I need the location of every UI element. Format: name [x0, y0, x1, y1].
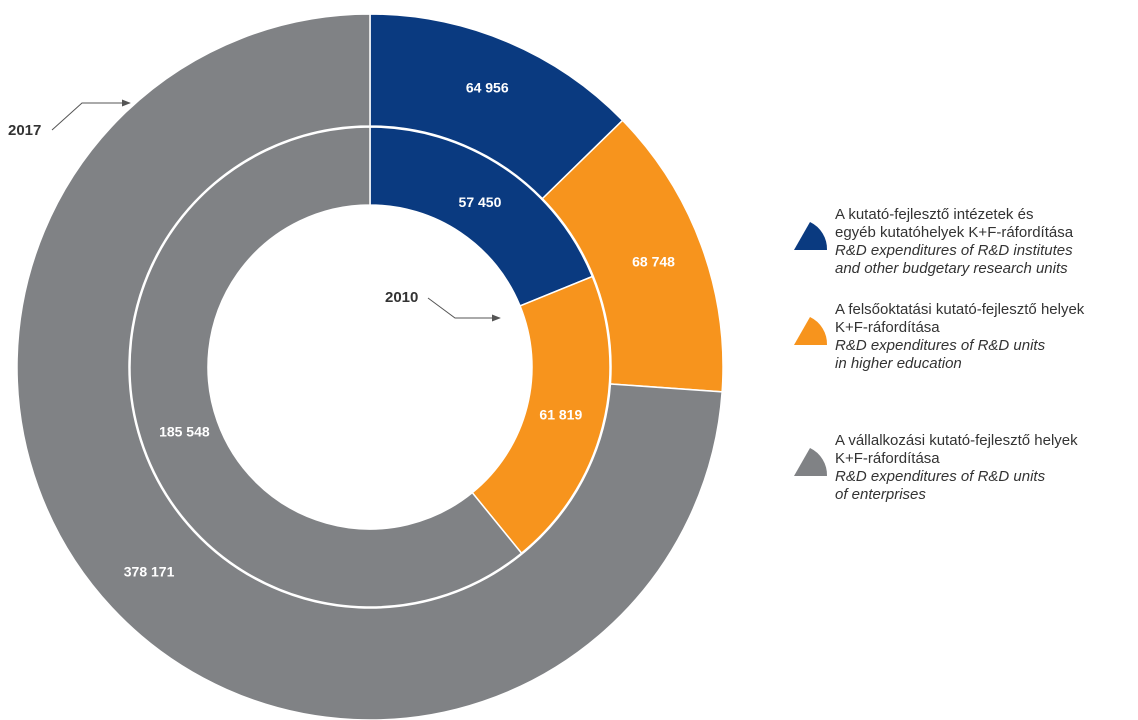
legend-label-en: and other budgetary research units — [835, 260, 1068, 277]
legend-label: A kutató-fejlesztő intézetek és — [835, 206, 1033, 223]
legend-label: egyéb kutatóhelyek K+F-ráfordítása — [835, 224, 1074, 241]
value-label: 185 548 — [159, 424, 210, 440]
arrow-2017 — [51, 99, 131, 131]
legend-label: A felsőoktatási kutató-fejlesztő helyek — [835, 301, 1085, 318]
value-label: 68 748 — [632, 254, 675, 270]
rings — [16, 13, 724, 720]
value-label: 64 956 — [466, 79, 509, 95]
value-label: 378 171 — [124, 564, 175, 580]
arrow-2010 — [427, 297, 501, 322]
legend-label-en: R&D expenditures of R&D units — [835, 468, 1046, 485]
legend-swatch — [794, 448, 828, 476]
legend-label-en: R&D expenditures of R&D institutes — [835, 242, 1073, 259]
legend-label: A vállalkozási kutató-fejlesztő helyek — [835, 432, 1078, 449]
legend-label-en: R&D expenditures of R&D units — [835, 337, 1046, 354]
value-label: 57 450 — [459, 194, 502, 210]
value-label: 61 819 — [539, 407, 582, 423]
ring-segment — [16, 13, 723, 720]
legend-swatch — [794, 317, 828, 345]
ring-segment — [129, 126, 523, 608]
ring-annotation: 2017 — [8, 122, 41, 139]
legend-label-en: of enterprises — [835, 486, 926, 503]
legend-label: K+F-ráfordítása — [835, 450, 940, 467]
legend-swatch — [794, 222, 828, 250]
ring-annotation: 2010 — [385, 289, 418, 306]
legend-label-en: in higher education — [835, 355, 962, 372]
legend-label: K+F-ráfordítása — [835, 319, 940, 336]
